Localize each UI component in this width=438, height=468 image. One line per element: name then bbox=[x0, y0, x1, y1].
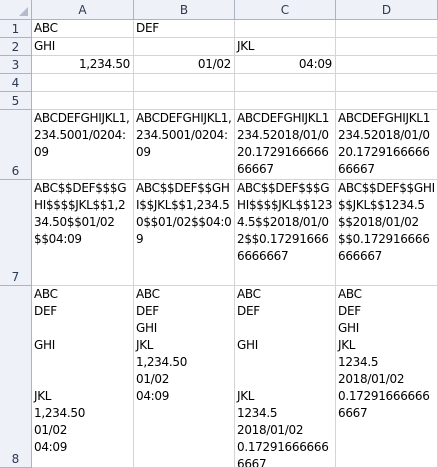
cell-a3-value: 1,234.50 bbox=[78, 57, 130, 71]
row-header-1[interactable]: 1 bbox=[0, 20, 32, 38]
cell-d3[interactable] bbox=[336, 56, 438, 74]
cell-d1[interactable] bbox=[336, 20, 438, 38]
row-header-2[interactable]: 2 bbox=[0, 38, 32, 56]
cell-c3-value: 04:09 bbox=[298, 57, 332, 71]
row-header-4[interactable]: 4 bbox=[0, 74, 32, 92]
cell-a8[interactable]: ABC DEF GHI JKL 1,234.50 01/02 04:09 bbox=[32, 286, 134, 468]
cell-c8[interactable]: ABC DEF GHI JKL 1234.5 2018/01/02 0.1729… bbox=[235, 286, 336, 468]
column-header-a[interactable]: A bbox=[32, 0, 134, 20]
cell-b8[interactable]: ABC DEF GHI JKL 1,234.50 01/02 04:09 bbox=[134, 286, 235, 468]
cell-d5[interactable] bbox=[336, 92, 438, 110]
cell-c5[interactable] bbox=[235, 92, 336, 110]
cell-b7[interactable]: ABC$$DEF$$GHI$$JKL$$1,234.50$$01/02$$04:… bbox=[134, 180, 235, 286]
row-header-8[interactable]: 8 bbox=[0, 286, 32, 468]
row-header-6[interactable]: 6 bbox=[0, 110, 32, 180]
cell-b4[interactable] bbox=[134, 74, 235, 92]
cell-a3[interactable]: 1,234.50 bbox=[32, 56, 134, 74]
cell-d2[interactable] bbox=[336, 38, 438, 56]
column-header-d[interactable]: D bbox=[336, 0, 438, 20]
column-header-b[interactable]: B bbox=[134, 0, 235, 20]
column-header-c[interactable]: C bbox=[235, 0, 336, 20]
cell-d7[interactable]: ABC$$DEF$$GHI$$JKL$$1234.5$$2018/01/02$$… bbox=[336, 180, 438, 286]
cell-c4[interactable] bbox=[235, 74, 336, 92]
row-header-5[interactable]: 5 bbox=[0, 92, 32, 110]
row-header-7[interactable]: 7 bbox=[0, 180, 32, 286]
cell-b6[interactable]: ABCDEFGHIJKL1,234.5001/0204:09 bbox=[134, 110, 235, 180]
cell-c1[interactable] bbox=[235, 20, 336, 38]
cell-a5[interactable] bbox=[32, 92, 134, 110]
cell-b3[interactable]: 01/02 bbox=[134, 56, 235, 74]
cell-c3[interactable]: 04:09 bbox=[235, 56, 336, 74]
cell-d6[interactable]: ABCDEFGHIJKL1234.52018/01/020.1729166666… bbox=[336, 110, 438, 180]
cell-c6[interactable]: ABCDEFGHIJKL1234.52018/01/020.1729166666… bbox=[235, 110, 336, 180]
cell-a4[interactable] bbox=[32, 74, 134, 92]
cell-d4[interactable] bbox=[336, 74, 438, 92]
cell-b3-value: 01/02 bbox=[197, 57, 231, 71]
cell-d8[interactable]: ABC DEF GHI JKL 1234.5 2018/01/02 0.1729… bbox=[336, 286, 438, 468]
cell-b2[interactable] bbox=[134, 38, 235, 56]
select-all-corner[interactable] bbox=[0, 0, 32, 20]
row-header-3[interactable]: 3 bbox=[0, 56, 32, 74]
cell-c2[interactable]: JKL bbox=[235, 38, 336, 56]
cell-c7[interactable]: ABC$$DEF$$$GHI$$$$JKL$$1234.5$$2018/01/0… bbox=[235, 180, 336, 286]
cell-b1[interactable]: DEF bbox=[134, 20, 235, 38]
cell-a2[interactable]: GHI bbox=[32, 38, 134, 56]
cell-a6[interactable]: ABCDEFGHIJKL1,234.5001/0204:09 bbox=[32, 110, 134, 180]
cell-a7[interactable]: ABC$$DEF$$$GHI$$$$JKL$$1,234.50$$01/02$$… bbox=[32, 180, 134, 286]
cell-b5[interactable] bbox=[134, 92, 235, 110]
cell-a1[interactable]: ABC bbox=[32, 20, 134, 38]
